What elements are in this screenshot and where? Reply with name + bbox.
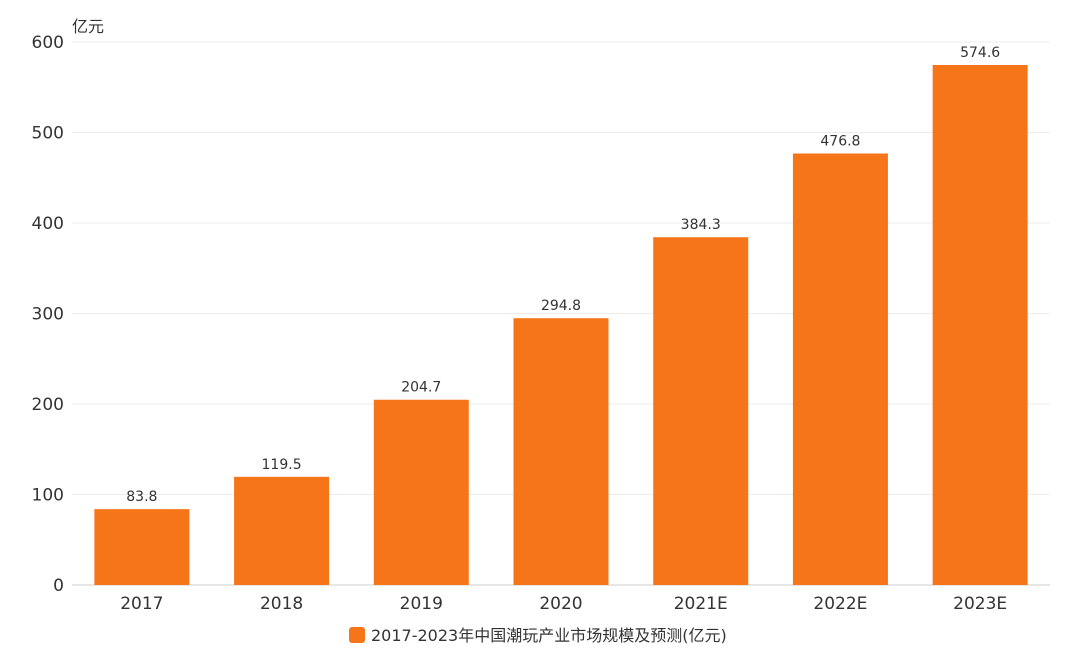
data-label: 294.8 — [541, 298, 581, 314]
bar — [792, 153, 888, 585]
bars — [94, 64, 1028, 585]
legend-swatch — [349, 627, 365, 643]
bar — [94, 509, 190, 585]
x-tick-label: 2017 — [120, 594, 163, 614]
data-label: 476.8 — [820, 133, 860, 149]
bar — [653, 237, 749, 585]
data-labels: 83.8 119.5 204.7 294.8 384.3 476.8 574.6 — [126, 45, 1000, 505]
x-tick-label: 2023E — [953, 594, 1007, 614]
y-axis-unit-label: 亿元 — [72, 17, 104, 36]
y-axis-ticks: 0 100 200 300 400 500 600 — [32, 33, 64, 596]
bar — [373, 399, 469, 585]
data-label: 83.8 — [126, 489, 157, 505]
x-tick-label: 2022E — [813, 594, 867, 614]
bar — [513, 318, 609, 585]
x-tick-label: 2018 — [260, 594, 303, 614]
bar — [234, 476, 330, 585]
y-tick-label: 100 — [32, 486, 64, 506]
data-label: 574.6 — [960, 45, 1000, 61]
y-tick-label: 500 — [32, 124, 64, 144]
legend: 2017-2023年中国潮玩产业市场规模及预测(亿元) — [349, 626, 727, 645]
bar — [932, 64, 1028, 585]
x-tick-label: 2021E — [674, 594, 728, 614]
y-tick-label: 600 — [32, 33, 64, 53]
data-label: 119.5 — [262, 457, 302, 473]
y-tick-label: 400 — [32, 214, 64, 234]
data-label: 384.3 — [681, 217, 721, 233]
x-tick-label: 2019 — [400, 594, 443, 614]
y-tick-label: 300 — [32, 305, 64, 325]
y-tick-label: 200 — [32, 395, 64, 415]
x-axis-ticks: 2017 2018 2019 2020 2021E 2022E 2023E — [120, 594, 1007, 614]
legend-label: 2017-2023年中国潮玩产业市场规模及预测(亿元) — [371, 626, 727, 645]
y-tick-label: 0 — [53, 576, 64, 596]
data-label: 204.7 — [401, 380, 441, 396]
x-tick-label: 2020 — [539, 594, 582, 614]
